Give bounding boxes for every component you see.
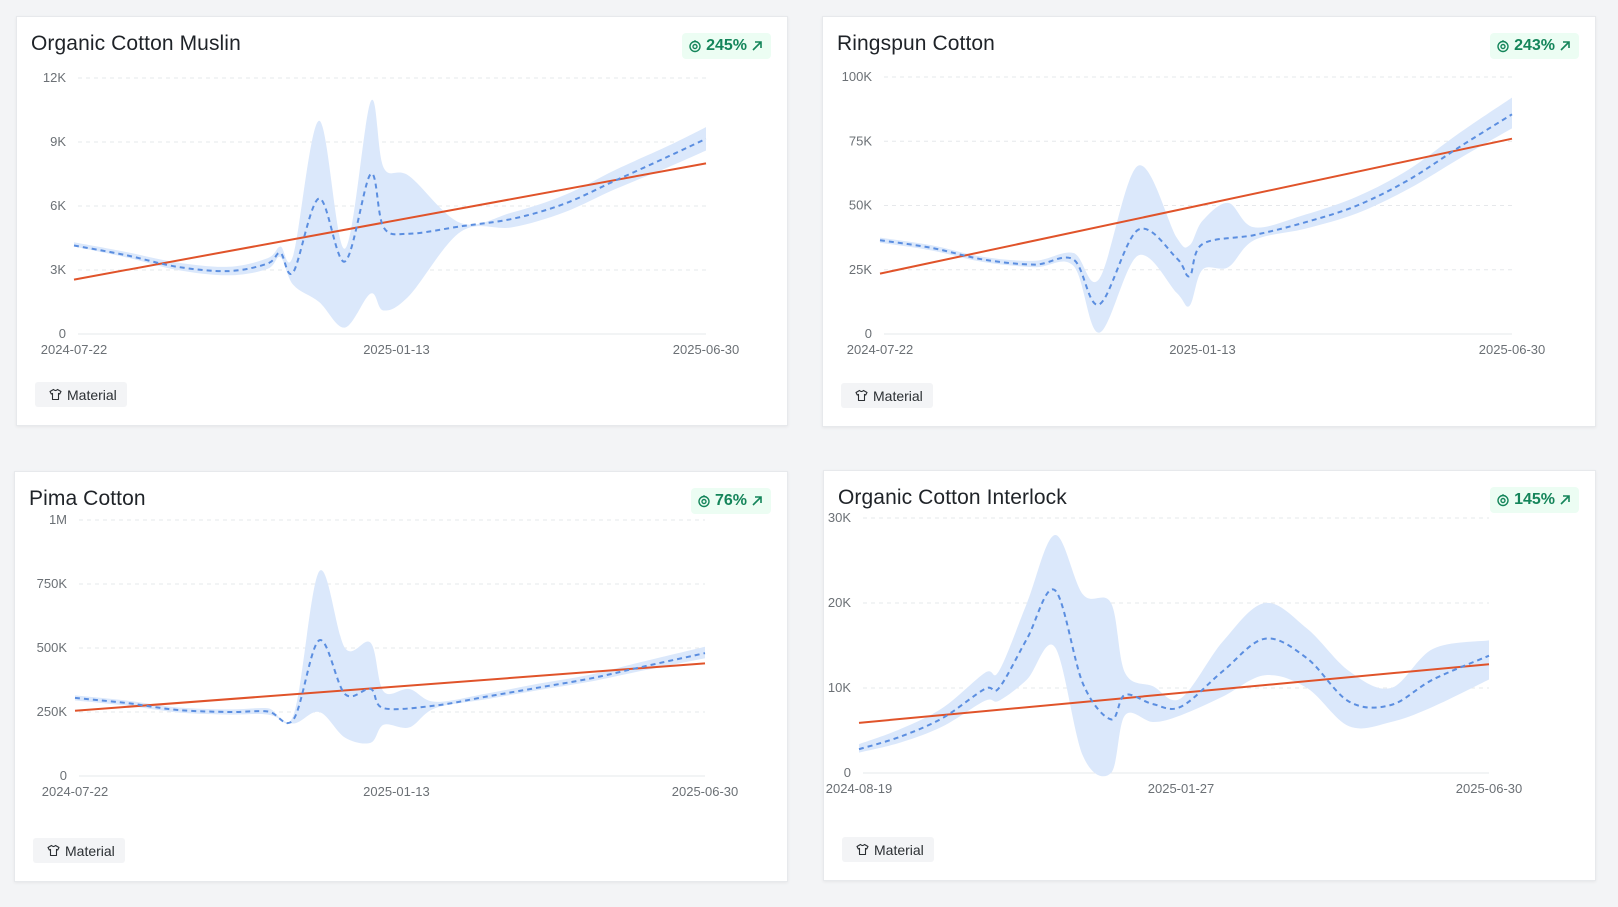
x-tick-label: 2025-06-30	[672, 784, 739, 799]
trend-line	[74, 662, 706, 712]
x-tick-label: 2025-06-30	[673, 342, 740, 357]
x-tick-label: 2025-01-27	[1148, 781, 1215, 796]
x-tick-label: 2025-06-30	[1456, 781, 1523, 796]
growth-value: 145%	[1514, 491, 1555, 508]
y-tick-label: 50K	[849, 198, 872, 213]
y-tick-label: 3K	[50, 262, 66, 277]
x-tick-label: 2025-06-30	[1479, 342, 1546, 357]
shirt-icon	[47, 844, 60, 857]
trend-card[interactable]: Pima Cotton 76% 0 250K 500K 750K 1M 2024-07-2…	[14, 471, 788, 882]
x-tick-label: 2025-01-13	[363, 342, 430, 357]
growth-value: 245%	[706, 37, 747, 54]
growth-badge: 145%	[1490, 487, 1579, 513]
tag-label: Material	[65, 842, 115, 859]
tag-label: Material	[874, 841, 924, 858]
trend-line	[73, 162, 707, 281]
y-tick-label: 6K	[50, 198, 66, 213]
trend-card[interactable]: Ringspun Cotton 243% 0 25K 50K 75K 100K 2024-…	[822, 16, 1596, 427]
confidence-band	[859, 534, 1489, 777]
growth-icon	[698, 495, 710, 508]
y-tick-label: 9K	[50, 134, 66, 149]
growth-value: 76%	[714, 492, 747, 509]
x-tick-label: 2024-08-19	[826, 781, 893, 796]
category-tag[interactable]: Material	[35, 382, 127, 407]
y-tick-label: 250K	[37, 704, 68, 719]
arrow-up-right-icon	[752, 41, 762, 51]
y-tick-label: 100K	[842, 69, 873, 84]
trend-chart: 0 3K 6K 9K 12K 2024-07-22 2025-01-13 2025-06-30	[41, 70, 740, 357]
shirt-icon	[855, 389, 868, 402]
y-tick-label: 0	[844, 765, 851, 780]
growth-icon	[1497, 40, 1509, 53]
confidence-band	[75, 570, 705, 744]
y-tick-label: 30K	[828, 510, 851, 525]
y-tick-label: 20K	[828, 595, 851, 610]
growth-badge: 76%	[690, 488, 771, 514]
trend-line	[879, 137, 1513, 275]
y-tick-label: 75K	[849, 133, 872, 148]
growth-badge: 243%	[1490, 33, 1579, 59]
confidence-band	[880, 97, 1512, 333]
y-tick-label: 0	[59, 326, 66, 341]
trend-chart: 0 10K 20K 30K 2024-08-19 2025-01-27 2025-06-30	[826, 510, 1523, 796]
y-tick-label: 0	[60, 768, 67, 783]
growth-badge: 245%	[682, 33, 771, 59]
trend-chart: 0 250K 500K 750K 1M 2024-07-22 2025-01-13 2025-…	[37, 512, 739, 799]
x-tick-label: 2024-07-22	[41, 342, 108, 357]
category-tag[interactable]: Material	[842, 837, 934, 862]
y-tick-label: 12K	[43, 70, 66, 85]
card-title: Organic Cotton Muslin	[31, 32, 241, 55]
y-tick-label: 1M	[49, 512, 67, 527]
y-tick-label: 25K	[849, 262, 872, 277]
growth-icon	[1497, 494, 1509, 507]
forecast-line	[858, 588, 1490, 751]
x-tick-label: 2025-01-13	[363, 784, 430, 799]
trend-card[interactable]: Organic Cotton Muslin 245% 0 3K 6K 9K 12K 202…	[16, 16, 788, 426]
shirt-icon	[49, 388, 62, 401]
x-tick-label: 2024-07-22	[42, 784, 109, 799]
growth-icon	[689, 40, 701, 53]
category-tag[interactable]: Material	[841, 383, 933, 408]
shirt-icon	[856, 843, 869, 856]
category-tag[interactable]: Material	[33, 838, 125, 863]
trend-line	[858, 663, 1490, 724]
forecast-line	[74, 639, 706, 725]
forecast-line	[879, 113, 1513, 306]
trend-chart: 0 25K 50K 75K 100K 2024-07-22 2025-01-13 2025-0…	[842, 69, 1546, 357]
x-tick-label: 2024-07-22	[847, 342, 914, 357]
tag-label: Material	[873, 387, 923, 404]
growth-value: 243%	[1514, 37, 1555, 54]
x-tick-label: 2025-01-13	[1169, 342, 1236, 357]
card-title: Ringspun Cotton	[837, 32, 995, 55]
card-title: Pima Cotton	[29, 487, 146, 510]
confidence-band	[74, 99, 706, 328]
y-tick-label: 10K	[828, 680, 851, 695]
forecast-line	[73, 137, 707, 275]
trend-card[interactable]: Organic Cotton Interlock 145% 0 10K 20K 30K…	[823, 470, 1596, 881]
tag-label: Material	[67, 386, 117, 403]
arrow-up-right-icon	[1560, 41, 1570, 51]
card-title: Organic Cotton Interlock	[838, 486, 1067, 509]
y-tick-label: 500K	[37, 640, 68, 655]
y-tick-label: 0	[865, 326, 872, 341]
arrow-up-right-icon	[1560, 495, 1570, 505]
y-tick-label: 750K	[37, 576, 68, 591]
arrow-up-right-icon	[752, 496, 762, 506]
